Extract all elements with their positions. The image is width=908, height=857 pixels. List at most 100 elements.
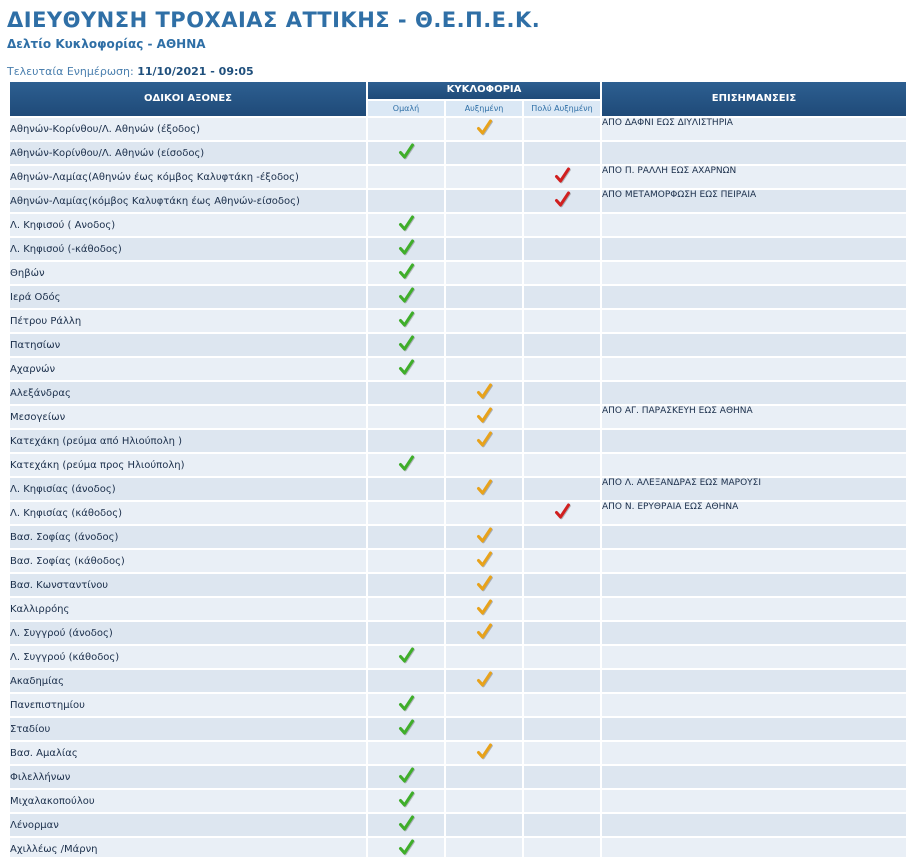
road-name: Λ. Συγγρού (άνοδος): [10, 622, 366, 644]
road-note: [602, 310, 906, 332]
status-cell-heavy: [524, 310, 600, 332]
status-cell-heavy: [524, 622, 600, 644]
road-note: [602, 238, 906, 260]
road-note: [602, 574, 906, 596]
status-cell-normal: [368, 598, 444, 620]
road-name: Πατησίων: [10, 334, 366, 356]
subheader-increased: Αυξημένη: [446, 100, 522, 116]
road-note: ΑΠΟ ΑΓ. ΠΑΡΑΣΚΕΥΗ ΕΩΣ ΑΘΗΝΑ: [602, 406, 906, 428]
status-cell-normal: [368, 382, 444, 404]
status-cell-normal: [368, 406, 444, 428]
table-row: Αθηνών-Λαμίας(κόμβος Καλυφτάκη έως Αθηνώ…: [10, 190, 906, 212]
status-cell-normal: [368, 358, 444, 380]
status-cell-heavy: [524, 382, 600, 404]
subheader-heavy: Πολύ Αυξημένη: [524, 100, 600, 116]
table-row: Κατεχάκη (ρεύμα προς Ηλιούπολη): [10, 454, 906, 476]
status-cell-heavy: [524, 574, 600, 596]
status-cell-normal: [368, 502, 444, 524]
status-cell-heavy: [524, 790, 600, 812]
check-icon: [477, 743, 493, 760]
table-row: Ακαδημίας: [10, 670, 906, 692]
status-cell-heavy: [524, 742, 600, 764]
status-cell-normal: [368, 790, 444, 812]
check-icon: [477, 623, 493, 640]
status-cell-heavy: [524, 838, 600, 857]
table-row: Πανεπιστημίου: [10, 694, 906, 716]
page-title: ΔΙΕΥΘΥΝΣΗ ΤΡΟΧΑΙΑΣ ΑΤΤΙΚΗΣ - Θ.Ε.Π.Ε.Κ.: [7, 8, 541, 32]
table-row: Ιερά Οδός: [10, 286, 906, 308]
status-cell-increased: [446, 214, 522, 236]
status-cell-heavy: [524, 262, 600, 284]
status-cell-heavy: [524, 694, 600, 716]
subheader-normal: Ομαλή: [368, 100, 444, 116]
status-cell-normal: [368, 622, 444, 644]
status-cell-increased: [446, 310, 522, 332]
status-cell-normal: [368, 454, 444, 476]
check-icon: [477, 479, 493, 496]
status-cell-increased: [446, 622, 522, 644]
road-name: Λ. Κηφισού ( Ανοδος): [10, 214, 366, 236]
table-row: Θηβών: [10, 262, 906, 284]
status-cell-normal: [368, 334, 444, 356]
table-row: Λ. Κηφισίας (άνοδος) ΑΠΟ Λ. ΑΛΕΞΑΝΔΡΑΣ ΕΩ…: [10, 478, 906, 500]
road-note: [602, 526, 906, 548]
road-note: ΑΠΟ Ν. ΕΡΥΘΡΑΙΑ ΕΩΣ ΑΘΗΝΑ: [602, 502, 906, 524]
road-name: Βασ. Κωνσταντίνου: [10, 574, 366, 596]
status-cell-normal: [368, 262, 444, 284]
road-name: Πέτρου Ράλλη: [10, 310, 366, 332]
table-row: Λ. Συγγρού (άνοδος): [10, 622, 906, 644]
status-cell-heavy: [524, 502, 600, 524]
status-cell-heavy: [524, 454, 600, 476]
road-note: [602, 262, 906, 284]
status-cell-heavy: [524, 526, 600, 548]
table-row: Μιχαλακοπούλου: [10, 790, 906, 812]
check-icon: [399, 647, 415, 664]
status-cell-heavy: [524, 766, 600, 788]
status-cell-heavy: [524, 598, 600, 620]
check-icon: [399, 791, 415, 808]
check-icon: [477, 575, 493, 592]
road-note: [602, 718, 906, 740]
status-cell-heavy: [524, 550, 600, 572]
road-name: Καλλιρρόης: [10, 598, 366, 620]
road-note: [602, 790, 906, 812]
road-name: Λ. Συγγρού (κάθοδος): [10, 646, 366, 668]
status-cell-increased: [446, 334, 522, 356]
status-cell-normal: [368, 694, 444, 716]
table-row: Αλεξάνδρας: [10, 382, 906, 404]
road-name: Βασ. Σοφίας (κάθοδος): [10, 550, 366, 572]
road-note: ΑΠΟ ΔΑΦΝΙ ΕΩΣ ΔΙΥΛΙΣΤΗΡΙΑ: [602, 118, 906, 140]
check-icon: [399, 239, 415, 256]
road-name: Πανεπιστημίου: [10, 694, 366, 716]
road-name: Αχιλλέως /Μάρνη: [10, 838, 366, 857]
check-icon: [477, 431, 493, 448]
status-cell-normal: [368, 310, 444, 332]
road-name: Φιλελλήνων: [10, 766, 366, 788]
table-row: Λ. Κηφισίας (κάθοδος) ΑΠΟ Ν. ΕΡΥΘΡΑΙΑ ΕΩΣ…: [10, 502, 906, 524]
status-cell-normal: [368, 646, 444, 668]
status-cell-increased: [446, 406, 522, 428]
table-row: Βασ. Σοφίας (άνοδος): [10, 526, 906, 548]
check-icon: [399, 455, 415, 472]
status-cell-increased: [446, 550, 522, 572]
road-name: Θηβών: [10, 262, 366, 284]
status-cell-heavy: [524, 646, 600, 668]
status-cell-heavy: [524, 214, 600, 236]
status-cell-normal: [368, 550, 444, 572]
road-note: [602, 142, 906, 164]
page-subtitle: Δελτίο Κυκλοφορίας - ΑΘΗΝΑ: [7, 37, 206, 51]
road-note: [602, 598, 906, 620]
header-roads: ΟΔΙΚΟΙ ΑΞΟΝΕΣ: [10, 82, 366, 116]
status-cell-increased: [446, 190, 522, 212]
status-cell-heavy: [524, 118, 600, 140]
status-cell-heavy: [524, 238, 600, 260]
traffic-table: ΟΔΙΚΟΙ ΑΞΟΝΕΣ ΚΥΚΛΟΦΟΡΙΑ ΕΠΙΣΗΜΑΝΣΕΙΣ Ομ…: [8, 80, 908, 857]
table-row: Λ. Συγγρού (κάθοδος): [10, 646, 906, 668]
table-row: Βασ. Σοφίας (κάθοδος): [10, 550, 906, 572]
table-row: Αθηνών-Λαμίας(Αθηνών έως κόμβος Καλυφτάκ…: [10, 166, 906, 188]
road-note: [602, 694, 906, 716]
check-icon: [399, 287, 415, 304]
road-name: Κατεχάκη (ρεύμα προς Ηλιούπολη): [10, 454, 366, 476]
status-cell-normal: [368, 118, 444, 140]
status-cell-normal: [368, 742, 444, 764]
